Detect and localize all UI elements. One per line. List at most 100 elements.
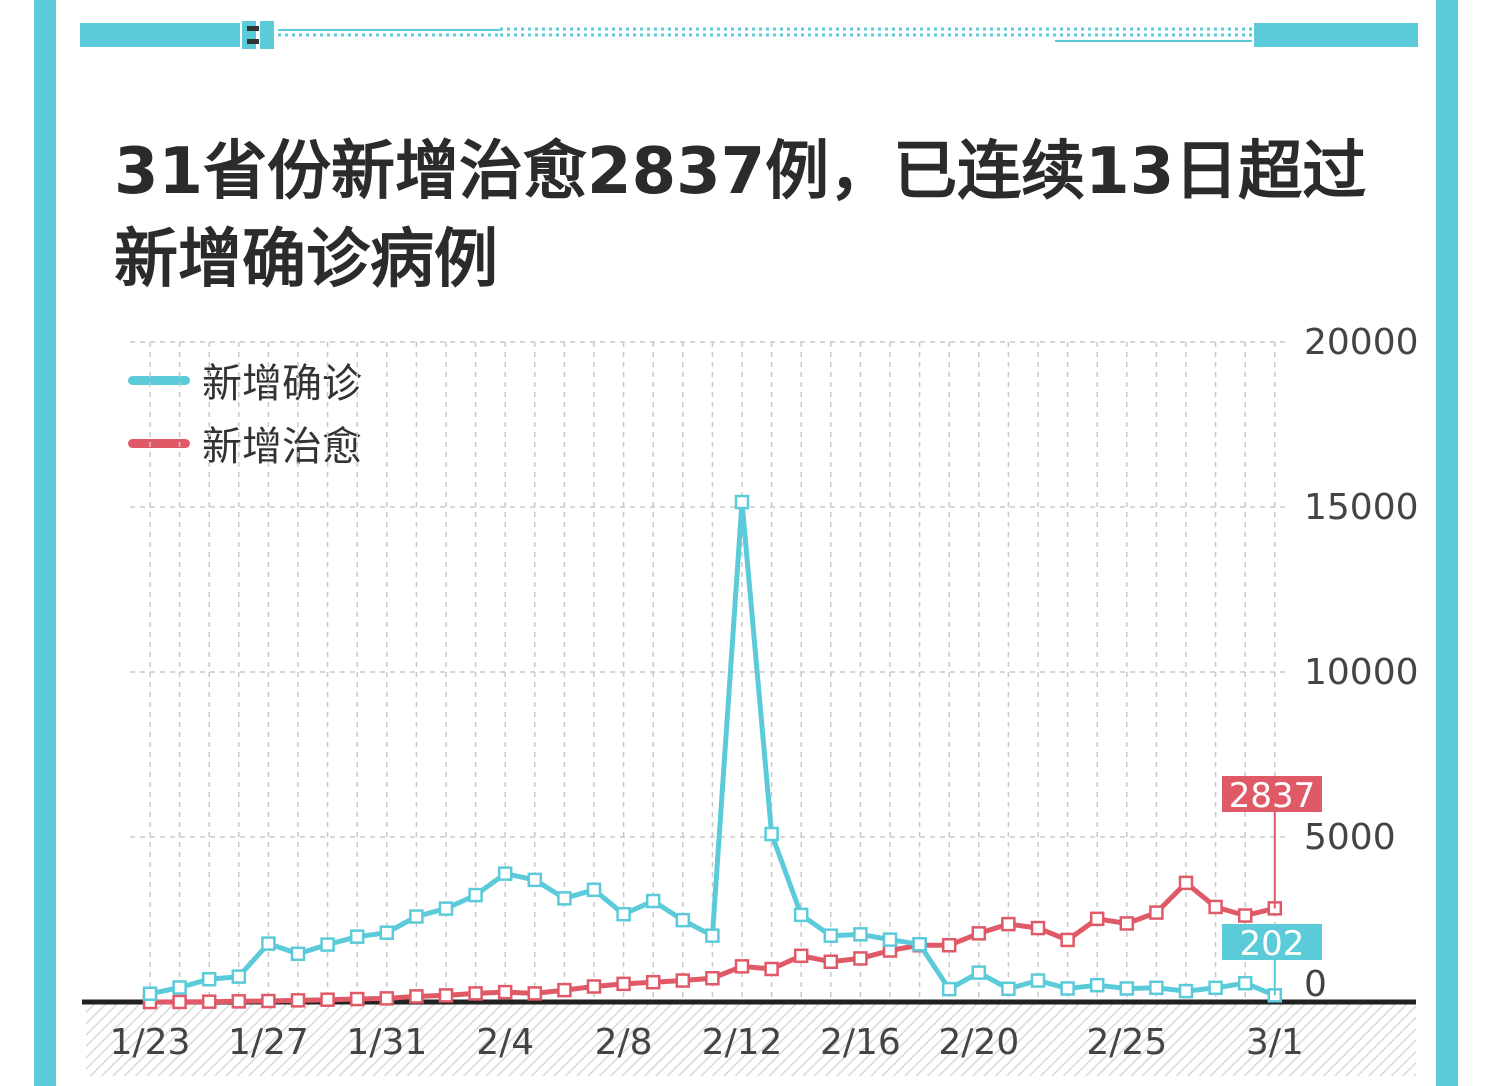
data-point-confirmed — [1119, 981, 1135, 996]
data-point-confirmed — [823, 928, 839, 943]
x-tick-label: 2/25 — [1086, 1022, 1167, 1063]
legend-label-confirmed: 新增确诊 — [202, 361, 362, 407]
data-point-cured — [616, 976, 631, 992]
data-point-confirmed — [1237, 975, 1253, 991]
data-point-confirmed — [705, 928, 720, 943]
x-tick-label: 1/31 — [346, 1022, 427, 1063]
data-point-cured — [1237, 908, 1253, 923]
data-point-cured — [1030, 920, 1046, 936]
data-point-confirmed — [172, 980, 187, 995]
data-point-cured — [409, 989, 424, 1004]
data-point-cured — [261, 993, 276, 1009]
x-tick-label: 2/12 — [702, 1022, 783, 1063]
data-point-cured — [645, 974, 661, 990]
data-point-confirmed — [645, 893, 661, 909]
data-point-confirmed — [379, 925, 395, 940]
data-point-cured — [1119, 916, 1135, 931]
x-tick-label: 2/16 — [820, 1022, 901, 1063]
header-decoration — [80, 21, 1418, 49]
left-frame-bar — [34, 0, 56, 1086]
data-point-cured — [823, 954, 839, 969]
data-point-confirmed — [675, 912, 691, 928]
y-tick-label: 10000 — [1304, 652, 1419, 693]
data-point-confirmed — [912, 937, 927, 952]
data-point-cured — [201, 994, 217, 1009]
data-point-confirmed — [882, 932, 898, 947]
data-point-confirmed — [438, 901, 454, 916]
data-point-confirmed — [1208, 980, 1223, 996]
data-point-cured — [734, 959, 750, 974]
callout-box-cured — [1222, 776, 1322, 812]
data-point-cured — [231, 994, 247, 1009]
y-tick-label: 0 — [1304, 964, 1327, 1005]
data-point-cured — [675, 973, 691, 988]
legend-item-cured: 新增治愈 — [128, 418, 362, 470]
data-point-cured — [941, 937, 957, 953]
data-point-confirmed — [557, 891, 572, 906]
data-point-confirmed — [349, 929, 365, 944]
right-frame-bar — [1436, 0, 1458, 1086]
data-point-confirmed — [290, 946, 306, 962]
legend-label-cured: 新增治愈 — [202, 424, 362, 470]
data-point-confirmed — [231, 969, 247, 984]
data-point-confirmed — [853, 927, 868, 942]
data-point-confirmed — [1089, 977, 1105, 993]
x-tick-label: 2/8 — [595, 1022, 653, 1063]
x-tick-label: 2/4 — [476, 1022, 534, 1063]
data-point-cured — [1089, 911, 1105, 927]
data-point-cured — [1208, 899, 1223, 915]
data-point-confirmed — [793, 907, 809, 923]
data-point-cured — [1149, 905, 1164, 920]
data-point-cured — [290, 993, 306, 1008]
data-point-cured — [586, 979, 602, 994]
data-point-confirmed — [764, 826, 779, 842]
data-point-confirmed — [261, 936, 276, 951]
data-point-confirmed — [1178, 983, 1194, 999]
data-point-confirmed — [527, 872, 543, 888]
data-point-confirmed — [142, 986, 158, 1001]
data-point-cured — [468, 986, 483, 1001]
legend-item-confirmed: 新增确诊 — [128, 355, 362, 407]
data-point-confirmed — [616, 906, 631, 922]
data-point-cured — [349, 991, 365, 1007]
data-point-confirmed — [734, 494, 750, 510]
data-point-confirmed — [497, 866, 513, 881]
data-point-confirmed — [586, 882, 602, 898]
data-point-confirmed — [1001, 981, 1016, 997]
data-point-cured — [557, 982, 572, 998]
data-point-cured — [320, 992, 335, 1007]
y-tick-label: 5000 — [1304, 817, 1396, 858]
data-point-confirmed — [468, 887, 483, 903]
data-point-cured — [497, 984, 513, 1000]
data-point-cured — [793, 948, 809, 964]
data-point-cured — [764, 961, 779, 977]
y-tick-label: 20000 — [1304, 322, 1419, 363]
data-point-confirmed — [201, 971, 217, 987]
data-point-confirmed — [320, 937, 335, 952]
data-point-confirmed — [941, 981, 957, 997]
x-axis-band — [86, 1004, 1416, 1076]
data-point-cured — [527, 986, 543, 1001]
x-tick-label: 1/23 — [110, 1022, 191, 1063]
data-point-confirmed — [1149, 980, 1164, 996]
legend-swatch-confirmed — [128, 375, 190, 385]
x-tick-label: 1/27 — [228, 1022, 309, 1063]
data-point-cured — [172, 994, 187, 1010]
data-point-confirmed — [1030, 973, 1046, 988]
data-point-cured — [971, 926, 987, 941]
callout-label-confirmed: 202 — [1240, 924, 1305, 964]
data-point-confirmed — [971, 965, 987, 980]
data-point-confirmed — [409, 909, 424, 924]
data-point-cured — [1001, 916, 1016, 932]
data-point-cured — [438, 988, 454, 1003]
y-tick-label: 15000 — [1304, 487, 1419, 528]
callout-box-confirmed — [1222, 924, 1322, 960]
chart-title: 31省份新增治愈2837例，已连续13日超过新增确诊病例 — [114, 135, 1367, 297]
data-point-cured — [379, 991, 395, 1006]
data-point-confirmed — [1060, 981, 1075, 996]
data-point-cured — [1060, 932, 1075, 948]
data-point-cured — [853, 951, 868, 966]
x-tick-label: 2/20 — [938, 1022, 1019, 1063]
x-tick-label: 3/1 — [1246, 1022, 1304, 1063]
